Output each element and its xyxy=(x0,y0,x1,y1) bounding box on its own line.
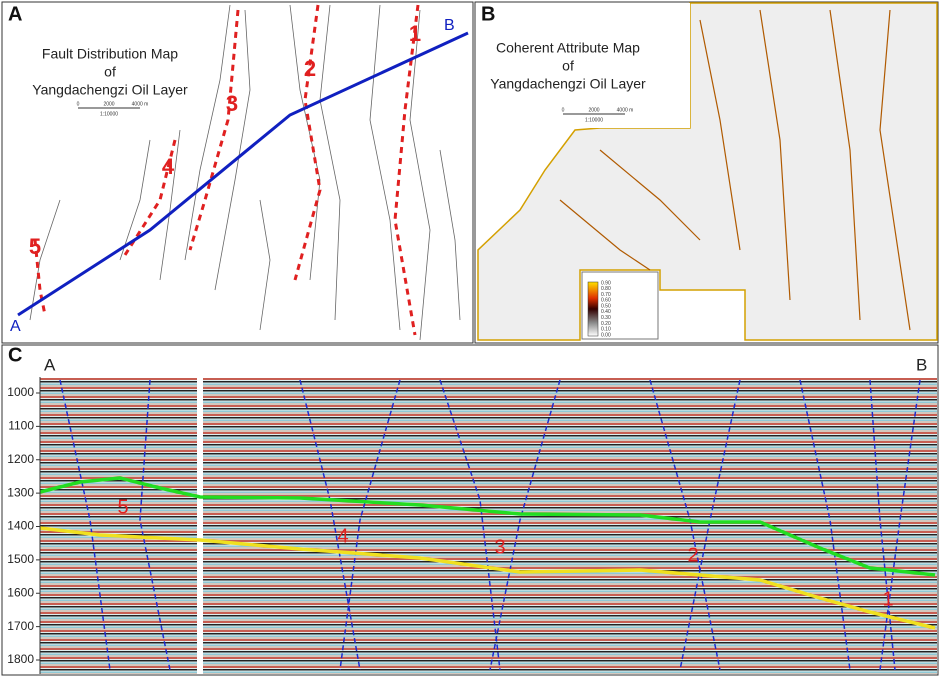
fault-label: 3 xyxy=(494,536,505,558)
depth-tick-label: 1300 xyxy=(7,485,34,499)
depth-tick-label: 1400 xyxy=(7,519,34,533)
fault-trace xyxy=(319,4,341,321)
panel-label: B xyxy=(481,3,495,25)
fault-label: 1 xyxy=(409,21,421,46)
fault-label: 5 xyxy=(117,496,128,518)
scale-label: 0 xyxy=(562,107,565,113)
fault-label: 4 xyxy=(337,525,348,547)
scale-label: 0 xyxy=(77,101,80,107)
colorbar-label: 0.60 xyxy=(601,298,611,304)
depth-tick-label: 1200 xyxy=(7,452,34,466)
fault-trace xyxy=(184,4,231,261)
map-title: Yangdachengzi Oil Layer xyxy=(490,76,646,92)
edge xyxy=(699,19,741,251)
colorbar xyxy=(587,281,599,337)
colorbar-label: 0.30 xyxy=(601,315,611,321)
fault-trace xyxy=(29,199,61,321)
fault xyxy=(879,379,921,671)
fault-label: 3 xyxy=(226,91,238,116)
edge xyxy=(559,199,651,271)
section-line xyxy=(17,31,469,317)
colorbar-label: 0.90 xyxy=(601,280,611,286)
fault-label: 4 xyxy=(162,154,175,179)
fault-trace xyxy=(289,4,321,281)
line-end: B xyxy=(444,17,455,34)
horizon-green xyxy=(39,476,936,577)
fault-trace xyxy=(439,149,461,321)
section-gap xyxy=(197,378,203,674)
fault-labels: 1 2 3 4 5 xyxy=(29,21,421,259)
depth-tick-label: 1500 xyxy=(7,552,34,566)
panel-a-frame xyxy=(1,1,474,344)
colorbar-labels: 0.900.800.700.600.500.400.300.200.100.00 xyxy=(601,280,611,338)
coherence-edges xyxy=(559,9,911,331)
scale-label: 2000 xyxy=(588,107,599,113)
scale-label: 1:10000 xyxy=(585,117,603,123)
main-faults xyxy=(33,4,420,336)
horizon-yellow xyxy=(39,526,936,630)
fault-trace xyxy=(409,9,431,341)
fault xyxy=(139,379,171,671)
depth-tick-label: 1000 xyxy=(7,385,34,399)
main-fault xyxy=(293,4,322,281)
fault-label: 1 xyxy=(882,588,893,610)
fault xyxy=(59,379,111,671)
colorbar-label: 0.50 xyxy=(601,303,611,309)
depth-tick-label: 1700 xyxy=(7,619,34,633)
edge xyxy=(879,9,911,331)
fault-label: 5 xyxy=(29,234,41,259)
panel-label: A xyxy=(8,3,22,25)
fault xyxy=(869,379,896,671)
colorbar-label: 0.40 xyxy=(601,309,611,315)
scale-label: 4000 m xyxy=(132,101,149,107)
fault-labels: 5 4 3 2 1 xyxy=(117,496,893,610)
depth-tick-label: 1600 xyxy=(7,585,34,599)
fault-label: 2 xyxy=(687,544,698,566)
fault xyxy=(439,379,501,671)
panel-label: C xyxy=(8,344,22,366)
map-title: Fault Distribution Map xyxy=(42,46,178,62)
fault-trace xyxy=(214,9,251,291)
colorbar-label: 0.20 xyxy=(601,321,611,327)
line-end: A xyxy=(10,318,21,335)
scale-label: 2000 xyxy=(103,101,114,107)
depth-tick-label: 1800 xyxy=(7,652,34,666)
seismic-section xyxy=(40,378,937,674)
scale-label: 1:10000 xyxy=(100,111,118,117)
map-title: Coherent Attribute Map xyxy=(496,40,640,56)
edge xyxy=(829,9,861,321)
colorbar-label: 0.00 xyxy=(601,332,611,338)
colorbar-label: 0.80 xyxy=(601,286,611,292)
fault xyxy=(799,379,851,671)
fault xyxy=(339,379,401,671)
coherence-image xyxy=(477,2,938,341)
fault-trace xyxy=(369,4,401,331)
map-title: of xyxy=(104,64,116,80)
fault-trace xyxy=(259,199,271,331)
fault-trace xyxy=(159,129,181,281)
depth-tick-label: 1100 xyxy=(8,419,34,433)
main-fault xyxy=(33,239,47,316)
line-end: B xyxy=(916,355,927,374)
colorbar-label: 0.10 xyxy=(601,327,611,333)
fault-trace xyxy=(119,139,151,261)
fault xyxy=(489,379,561,671)
fault-label: 2 xyxy=(304,56,316,81)
depth-ticks: 1000 1100 1200 1300 1400 1500 1600 1700 1800 xyxy=(7,385,40,666)
scale-label: 4000 m xyxy=(617,107,634,113)
fault-traces xyxy=(29,4,461,341)
title-box xyxy=(478,3,690,128)
map-title: Yangdachengzi Oil Layer xyxy=(32,82,188,98)
colorbar-label: 0.70 xyxy=(601,292,611,298)
line-end: A xyxy=(44,355,56,374)
map-title: of xyxy=(562,58,574,74)
main-fault xyxy=(188,9,240,251)
edge xyxy=(599,149,701,241)
edge xyxy=(759,9,791,301)
